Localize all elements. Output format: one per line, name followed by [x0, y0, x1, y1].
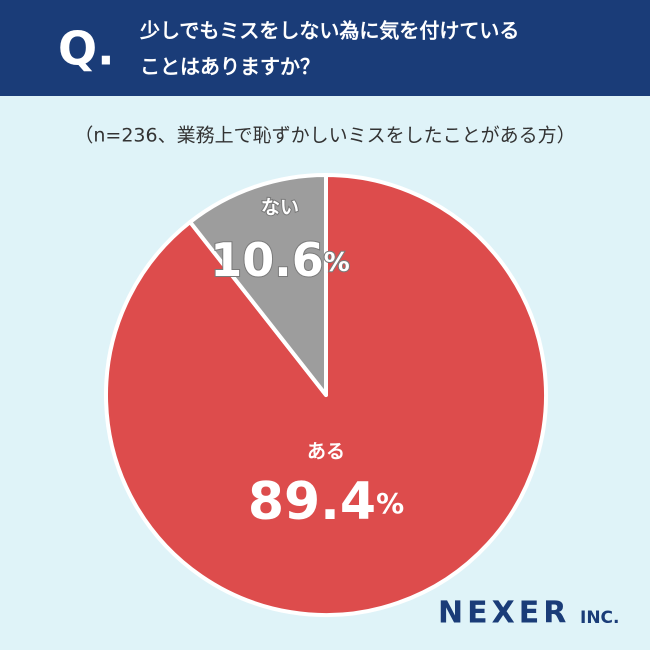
pie: ある 89.4% ない 10.6%	[104, 173, 548, 617]
value-label: 89.4%	[248, 472, 404, 532]
chart-title: ことはありますか？	[140, 55, 320, 79]
slice-label: ある	[307, 441, 345, 463]
logo: NEXER	[438, 596, 570, 631]
value-label: 10.6%	[210, 233, 350, 287]
logo: INC.	[580, 608, 620, 628]
chart-title: 少しでもミスをしない為に気を付けている	[139, 19, 519, 43]
title-prefix: Q.	[58, 22, 115, 76]
slice-label: ない	[261, 197, 299, 219]
subtitle: （n=236、業務上で恥ずかしいミスをしたことがある方）	[74, 125, 575, 147]
header-band	[0, 0, 650, 96]
pie-slice	[188, 173, 328, 397]
